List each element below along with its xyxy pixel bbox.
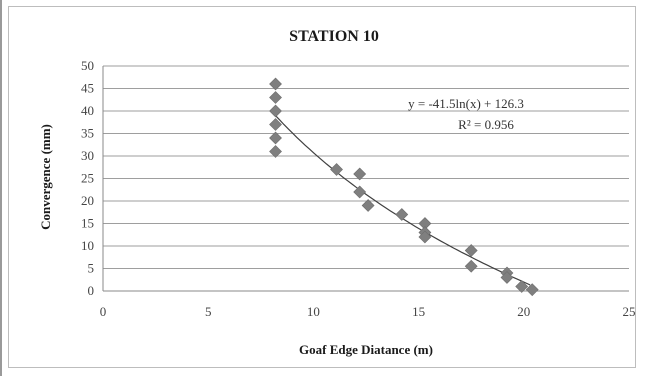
data-point	[269, 118, 282, 131]
data-point	[515, 280, 529, 293]
data-point	[269, 77, 282, 91]
data-point	[269, 104, 282, 118]
y-tick-label: 50	[81, 58, 94, 73]
data-point	[418, 230, 432, 244]
data-point	[269, 131, 282, 145]
x-tick-label: 15	[412, 304, 425, 319]
x-tick-label: 10	[307, 304, 320, 319]
y-tick-label: 45	[81, 81, 94, 96]
data-point	[361, 199, 375, 212]
y-tick-label: 5	[88, 261, 95, 276]
data-point	[525, 283, 539, 297]
y-tick-label: 0	[88, 283, 95, 298]
x-tick-label: 25	[623, 304, 636, 319]
y-tick-label: 10	[81, 238, 94, 253]
y-axis-label: Convergence (mm)	[38, 124, 53, 230]
trendline-equation: y = -41.5ln(x) + 126.3	[408, 96, 524, 111]
log-trendline	[275, 115, 531, 286]
x-tick-label: 0	[100, 304, 107, 319]
y-tick-label: 20	[81, 193, 94, 208]
x-tick-label: 20	[517, 304, 530, 319]
data-point	[269, 145, 282, 158]
y-tick-label: 35	[81, 126, 94, 141]
data-point	[353, 185, 367, 199]
x-axis-label: Goaf Edge Diatance (m)	[299, 342, 433, 357]
data-point	[353, 167, 367, 181]
data-point	[464, 244, 478, 257]
y-tick-label: 25	[81, 171, 94, 186]
page-edge-rule	[0, 0, 2, 376]
x-tick-label: 5	[205, 304, 212, 319]
x-tick-labels: 0 5 10 15 20 25	[100, 304, 636, 319]
data-points	[269, 77, 539, 297]
data-point	[500, 271, 514, 284]
data-point	[395, 208, 409, 221]
y-tick-label: 15	[81, 216, 94, 231]
gridlines	[102, 65, 629, 292]
y-tick-label: 30	[81, 148, 94, 163]
data-point	[269, 91, 282, 104]
chart-title: STATION 10	[289, 28, 379, 45]
trendline-group	[275, 115, 531, 286]
y-tick-label: 40	[81, 103, 94, 118]
r-squared-label: R² = 0.956	[458, 117, 514, 132]
data-point	[330, 163, 343, 176]
data-point	[464, 259, 478, 273]
y-tick-labels: 0 5 10 15 20 25 30 35 40 45 50	[81, 58, 94, 298]
